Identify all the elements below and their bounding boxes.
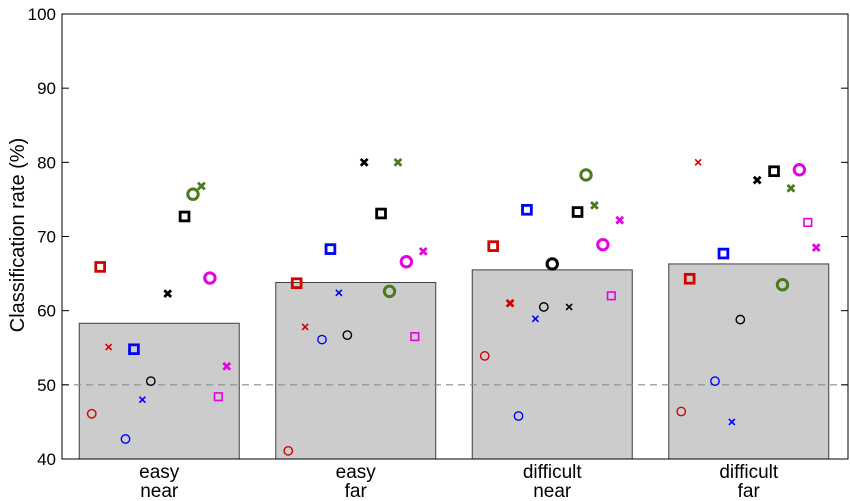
point-x-c4-s7 bbox=[728, 418, 736, 426]
point-circle-c1-s1 bbox=[86, 408, 97, 419]
point-circle-c1-s5 bbox=[120, 434, 131, 444]
point-x-c2-s3 bbox=[301, 323, 309, 331]
point-square-c1-s16 bbox=[213, 392, 223, 402]
point-square-c4-s2 bbox=[683, 272, 696, 285]
point-square-c4-s6 bbox=[717, 247, 730, 260]
point-square-c1-s6 bbox=[128, 343, 140, 356]
category-label-1-line-1: easy bbox=[139, 462, 180, 483]
point-circle-c3-s1 bbox=[479, 351, 490, 361]
point-square-c1-s12 bbox=[178, 210, 191, 223]
point-circle-c4-s8 bbox=[735, 314, 746, 325]
point-x-c4-s10 bbox=[752, 175, 762, 185]
points-layer bbox=[86, 157, 821, 456]
ytick-label-100: 100 bbox=[28, 5, 56, 24]
point-x-c1-s10 bbox=[163, 289, 173, 298]
ytick-label-50: 50 bbox=[37, 376, 56, 395]
category-label-3-line-1: difficult bbox=[523, 462, 583, 483]
point-x-c4-s17 bbox=[811, 243, 821, 253]
bar-2 bbox=[275, 281, 437, 460]
point-circle-c1-s13 bbox=[186, 187, 200, 201]
point-circle-c3-s5 bbox=[513, 411, 524, 421]
point-square-c3-s12 bbox=[571, 206, 584, 218]
axes-layer bbox=[61, 13, 849, 460]
point-x-c2-s7 bbox=[335, 289, 343, 297]
point-circle-c3-s9 bbox=[545, 257, 559, 271]
point-square-c2-s16 bbox=[410, 332, 420, 342]
ytick-label-80: 80 bbox=[37, 153, 56, 172]
point-circle-c1-s15 bbox=[203, 271, 217, 285]
category-label-1-line-2: near bbox=[140, 481, 179, 501]
labels-layer: 405060708090100easyneareasyfardifficultn… bbox=[28, 5, 779, 501]
point-circle-c3-s13 bbox=[579, 168, 593, 182]
point-circle-c4-s1 bbox=[676, 406, 687, 417]
y-axis-label: Classification rate (%) bbox=[7, 138, 29, 333]
ytick-label-40: 40 bbox=[37, 450, 56, 469]
point-square-c3-s16 bbox=[606, 291, 616, 301]
point-square-c2-s6 bbox=[324, 243, 337, 255]
category-label-4-line-1: difficult bbox=[719, 462, 779, 483]
point-square-c3-s6 bbox=[521, 203, 533, 216]
point-square-c4-s12 bbox=[768, 165, 780, 178]
point-square-c1-s2 bbox=[94, 261, 106, 273]
point-x-c3-s17 bbox=[615, 215, 625, 225]
point-circle-c4-s5 bbox=[710, 376, 720, 387]
bars-layer bbox=[78, 263, 830, 460]
bar-1 bbox=[78, 322, 240, 460]
point-circle-c3-s15 bbox=[596, 237, 610, 252]
ytick-label-90: 90 bbox=[37, 79, 56, 98]
point-circle-c2-s8 bbox=[342, 330, 353, 341]
point-circle-c1-s8 bbox=[145, 376, 156, 387]
point-x-c3-s14 bbox=[590, 200, 599, 210]
point-circle-c4-s13 bbox=[775, 278, 790, 292]
point-circle-c3-s8 bbox=[538, 302, 549, 312]
point-square-c3-s2 bbox=[487, 240, 499, 252]
point-square-c4-s16 bbox=[803, 217, 813, 228]
point-x-c1-s3 bbox=[105, 343, 113, 351]
point-x-c1-s7 bbox=[138, 396, 146, 404]
point-circle-c2-s5 bbox=[317, 334, 327, 345]
point-x-c3-s4 bbox=[505, 298, 515, 308]
bar-4 bbox=[668, 263, 830, 460]
point-x-c1-s17 bbox=[222, 361, 232, 371]
point-square-c2-s2 bbox=[290, 277, 303, 290]
point-x-c4-s3 bbox=[694, 158, 702, 166]
point-x-c4-s14 bbox=[786, 183, 796, 193]
point-x-c3-s7 bbox=[531, 315, 539, 323]
point-x-c2-s14 bbox=[393, 157, 403, 167]
ytick-label-60: 60 bbox=[37, 302, 56, 321]
point-circle-c2-s15 bbox=[399, 255, 414, 269]
point-x-c2-s10 bbox=[359, 157, 369, 167]
point-square-c2-s12 bbox=[375, 207, 387, 220]
category-label-3-line-2: near bbox=[533, 481, 572, 501]
category-label-4-line-2: far bbox=[738, 481, 761, 501]
point-circle-c2-s13 bbox=[382, 284, 397, 299]
bar-3 bbox=[471, 269, 633, 460]
ytick-label-70: 70 bbox=[37, 228, 56, 247]
category-label-2-line-1: easy bbox=[336, 462, 377, 483]
point-x-c3-s11 bbox=[565, 303, 573, 311]
point-circle-c2-s1 bbox=[283, 445, 294, 456]
category-label-2-line-2: far bbox=[345, 481, 368, 501]
point-x-c1-s14 bbox=[197, 181, 206, 191]
point-circle-c4-s15 bbox=[792, 163, 807, 177]
point-x-c2-s17 bbox=[418, 246, 428, 256]
